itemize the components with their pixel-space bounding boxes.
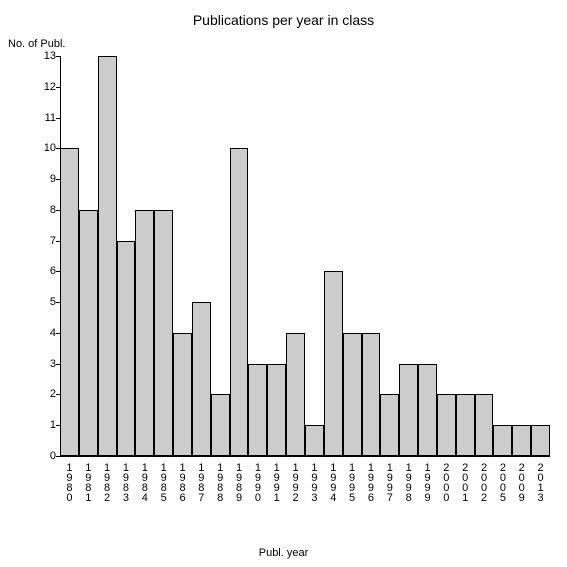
x-axis-line: [60, 456, 550, 457]
y-tick-label: 1: [26, 419, 56, 431]
x-tick-label: 1992: [290, 462, 301, 502]
y-axis-line: [60, 56, 61, 456]
bar: [98, 56, 117, 456]
x-tick-label: 1988: [214, 462, 225, 502]
bar: [117, 241, 136, 456]
x-tick-label: 1987: [195, 462, 206, 502]
x-tick-label: 2002: [478, 462, 489, 502]
x-tick-label: 1980: [63, 462, 74, 502]
x-tick-label: 1989: [233, 462, 244, 502]
bar: [79, 210, 98, 456]
x-tick-label: 1991: [271, 462, 282, 502]
x-tick-label: 2005: [497, 462, 508, 502]
bar: [267, 364, 286, 456]
y-tick-label: 11: [26, 112, 56, 124]
y-tick-label: 7: [26, 235, 56, 247]
bar: [154, 210, 173, 456]
bar: [362, 333, 381, 456]
bar: [230, 148, 249, 456]
x-tick-label: 1990: [252, 462, 263, 502]
x-tick-label: 1994: [327, 462, 338, 502]
bar: [211, 394, 230, 456]
y-tick-label: 13: [26, 50, 56, 62]
bar: [192, 302, 211, 456]
bar: [324, 271, 343, 456]
y-tick-label: 6: [26, 265, 56, 277]
x-tick-label: 1993: [308, 462, 319, 502]
y-tick-label: 10: [26, 142, 56, 154]
x-tick-label: 1985: [158, 462, 169, 502]
x-tick-label: 1984: [139, 462, 150, 502]
y-tick-label: 0: [26, 450, 56, 462]
bar: [305, 425, 324, 456]
bar: [493, 425, 512, 456]
bar: [456, 394, 475, 456]
bar: [531, 425, 550, 456]
x-tick-label: 1997: [384, 462, 395, 502]
bar: [248, 364, 267, 456]
bar: [135, 210, 154, 456]
bar: [399, 364, 418, 456]
x-tick-label: 1998: [403, 462, 414, 502]
chart-container: Publications per year in class No. of Pu…: [0, 0, 567, 567]
bar: [512, 425, 531, 456]
x-tick-label: 2009: [516, 462, 527, 502]
plot-area: [60, 56, 550, 456]
x-tick-label: 1983: [120, 462, 131, 502]
x-tick-label: 1982: [101, 462, 112, 502]
bar: [286, 333, 305, 456]
bar: [418, 364, 437, 456]
x-tick-label: 2013: [535, 462, 546, 502]
x-tick-label: 1986: [177, 462, 188, 502]
y-tick-label: 8: [26, 204, 56, 216]
bar: [380, 394, 399, 456]
y-tick-label: 12: [26, 81, 56, 93]
y-tick-label: 5: [26, 296, 56, 308]
y-tick-label: 4: [26, 327, 56, 339]
bar: [173, 333, 192, 456]
bar: [60, 148, 79, 456]
bar: [343, 333, 362, 456]
x-tick-label: 1996: [365, 462, 376, 502]
x-tick-label: 2001: [459, 462, 470, 502]
x-tick-label: 1981: [82, 462, 93, 502]
x-tick-label: 2000: [440, 462, 451, 502]
bar: [437, 394, 456, 456]
x-axis-label: Publ. year: [0, 547, 567, 559]
y-axis-label: No. of Publ.: [8, 38, 65, 50]
x-tick-label: 1999: [422, 462, 433, 502]
chart-title: Publications per year in class: [0, 12, 567, 28]
y-tick-label: 2: [26, 388, 56, 400]
y-tick-label: 3: [26, 358, 56, 370]
bar: [475, 394, 494, 456]
x-tick-label: 1995: [346, 462, 357, 502]
y-tick-label: 9: [26, 173, 56, 185]
